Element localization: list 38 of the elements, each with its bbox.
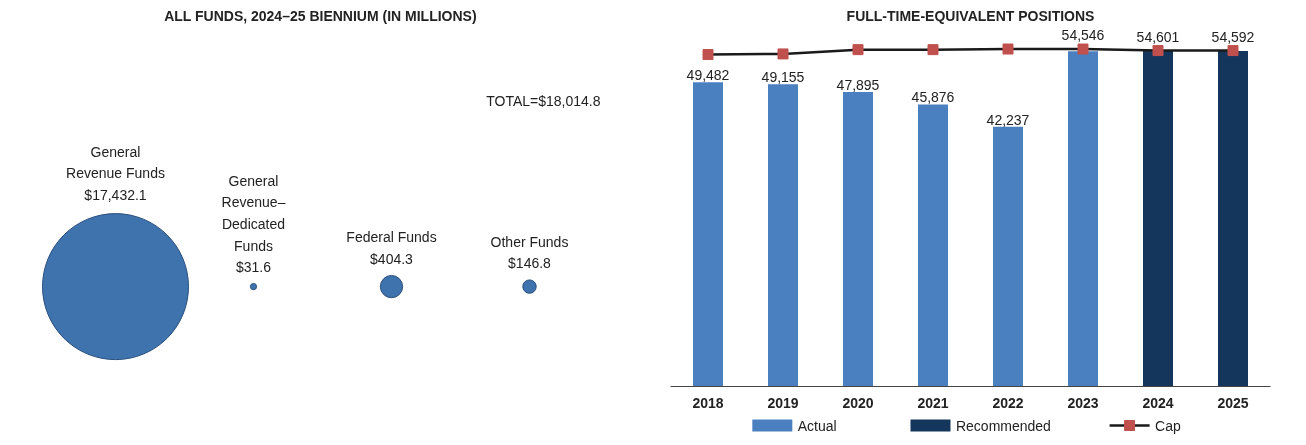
data-label: 54,592 [1211,28,1255,45]
bar [918,104,948,387]
data-label: 42,237 [986,111,1030,128]
bar [1143,50,1173,387]
x-tick-label: 2024 [1142,394,1174,411]
text: ALL FUNDS, 2024–25 BIENNIUM (IN MILLIONS) [164,7,477,24]
x-tick-label: 2018 [692,394,724,411]
bar [1068,51,1098,387]
data-label: 47,895 [836,77,880,94]
category-label: General Revenue–Dedicated Funds [221,172,286,254]
category-label: Other Funds [490,233,569,250]
data-label: 54,601 [1136,28,1180,45]
x-tick-label: 2022 [992,394,1024,411]
bar [843,92,873,387]
bar [1218,50,1248,387]
legend-label: Cap [1155,417,1181,434]
text: TOTAL=$18,014.8 [486,92,601,109]
data-label: 54,546 [1061,27,1105,44]
data-label: $404.3 [370,250,414,267]
category-label: Federal Funds [346,229,437,246]
data-label: 45,876 [911,89,955,106]
x-tick-label: 2025 [1217,394,1249,411]
data-label: $146.8 [508,255,552,272]
x-tick-label: 2019 [767,394,799,411]
data-label: 49,482 [686,67,730,84]
x-tick-label: 2021 [917,394,949,411]
x-tick-label: 2020 [842,394,874,411]
x-tick-label: 2023 [1067,394,1099,411]
bar [693,82,723,387]
legend-label: Recommended [955,417,1051,434]
bar [993,126,1023,387]
data-label: $17,432.1 [84,186,147,203]
legend-label: Actual [797,417,837,434]
data-label: $31.6 [235,259,272,276]
data-label: 49,155 [761,69,805,86]
category-label: General Revenue Funds [66,143,165,182]
bar [768,84,798,387]
chart-title: FULL-TIME-EQUIVALENT POSITIONS [846,7,1095,24]
